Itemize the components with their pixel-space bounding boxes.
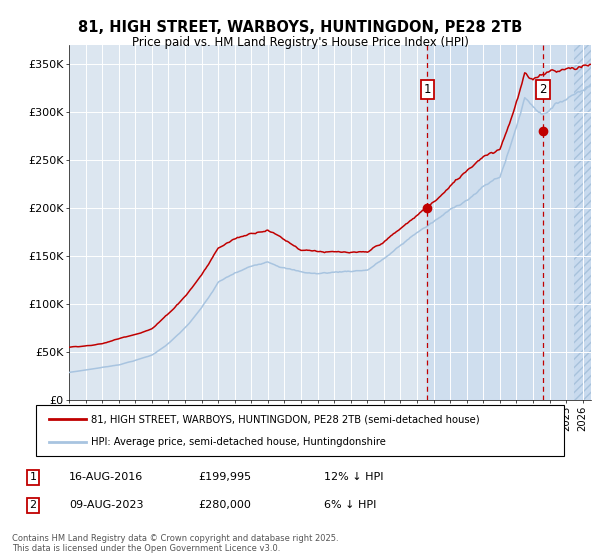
Text: 2: 2 (29, 500, 37, 510)
Bar (427, 45, 591, 400)
Text: 81, HIGH STREET, WARBOYS, HUNTINGDON, PE28 2TB (semi-detached house): 81, HIGH STREET, WARBOYS, HUNTINGDON, PE… (91, 414, 480, 424)
Text: Contains HM Land Registry data © Crown copyright and database right 2025.
This d: Contains HM Land Registry data © Crown c… (12, 534, 338, 553)
Text: 12% ↓ HPI: 12% ↓ HPI (324, 472, 383, 482)
FancyBboxPatch shape (36, 405, 564, 456)
Text: 16-AUG-2016: 16-AUG-2016 (69, 472, 143, 482)
Text: 09-AUG-2023: 09-AUG-2023 (69, 500, 143, 510)
Text: Price paid vs. HM Land Registry's House Price Index (HPI): Price paid vs. HM Land Registry's House … (131, 36, 469, 49)
Text: 81, HIGH STREET, WARBOYS, HUNTINGDON, PE28 2TB: 81, HIGH STREET, WARBOYS, HUNTINGDON, PE… (78, 20, 522, 35)
Text: £280,000: £280,000 (198, 500, 251, 510)
Text: 1: 1 (29, 472, 37, 482)
Text: 2: 2 (539, 83, 547, 96)
Text: 1: 1 (424, 83, 431, 96)
Text: 6% ↓ HPI: 6% ↓ HPI (324, 500, 376, 510)
Bar (574, 45, 591, 400)
Text: £199,995: £199,995 (198, 472, 251, 482)
Text: HPI: Average price, semi-detached house, Huntingdonshire: HPI: Average price, semi-detached house,… (91, 437, 386, 447)
